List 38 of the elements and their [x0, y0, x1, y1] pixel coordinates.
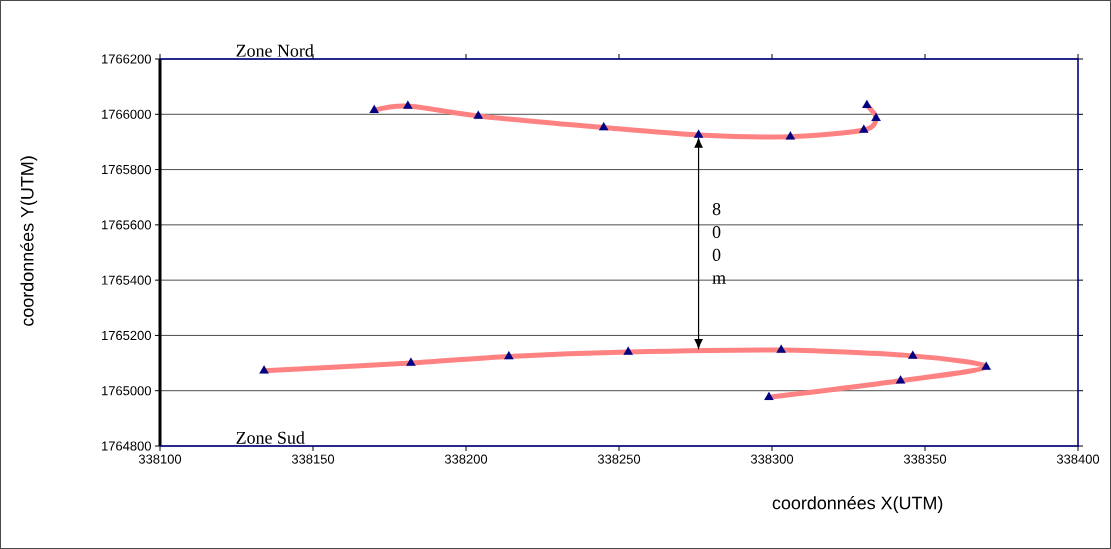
annotation: 8 0 0 m: [712, 203, 726, 284]
y-tick-label: 1766000: [102, 109, 151, 119]
y-tick-label: 1765000: [102, 386, 151, 396]
point: [907, 350, 918, 359]
y-tick-label: 1766200: [102, 54, 151, 64]
x-tick-label: 338200: [444, 454, 488, 464]
point: [623, 346, 633, 355]
point: [473, 110, 484, 119]
x-tick-label: 338400: [1056, 454, 1100, 464]
y-tick-label: 1765400: [102, 275, 151, 285]
x-tick-label: 338350: [903, 454, 947, 464]
y-tick-label: 1764800: [102, 441, 151, 451]
x-tick-label: 338300: [750, 454, 794, 464]
point: [871, 112, 881, 121]
y-axis-title: coordonnées Y(UTM): [20, 156, 38, 326]
point: [406, 357, 416, 366]
x-tick-label: 338100: [138, 454, 182, 464]
y-tick-label: 1765200: [102, 330, 151, 341]
point: [369, 104, 380, 113]
point: [764, 391, 774, 401]
x-tick-label: 338250: [597, 454, 641, 464]
point: [259, 365, 269, 374]
point: [598, 122, 609, 131]
x-axis-title: coordonnées X(UTM): [772, 495, 943, 513]
point: [504, 350, 514, 360]
point: [981, 361, 992, 370]
point: [776, 344, 786, 353]
y-tick-label: 1765800: [102, 164, 151, 175]
text: Zone Nord: [236, 44, 314, 57]
annotation: Zone Sud: [236, 431, 305, 444]
point: [895, 375, 906, 384]
point: [403, 100, 413, 109]
y-tick-label: 1765600: [102, 220, 151, 230]
x-tick-label: 338150: [291, 454, 335, 464]
point: [862, 99, 872, 108]
point: [693, 129, 704, 138]
point: [859, 124, 869, 133]
point: [785, 131, 796, 140]
